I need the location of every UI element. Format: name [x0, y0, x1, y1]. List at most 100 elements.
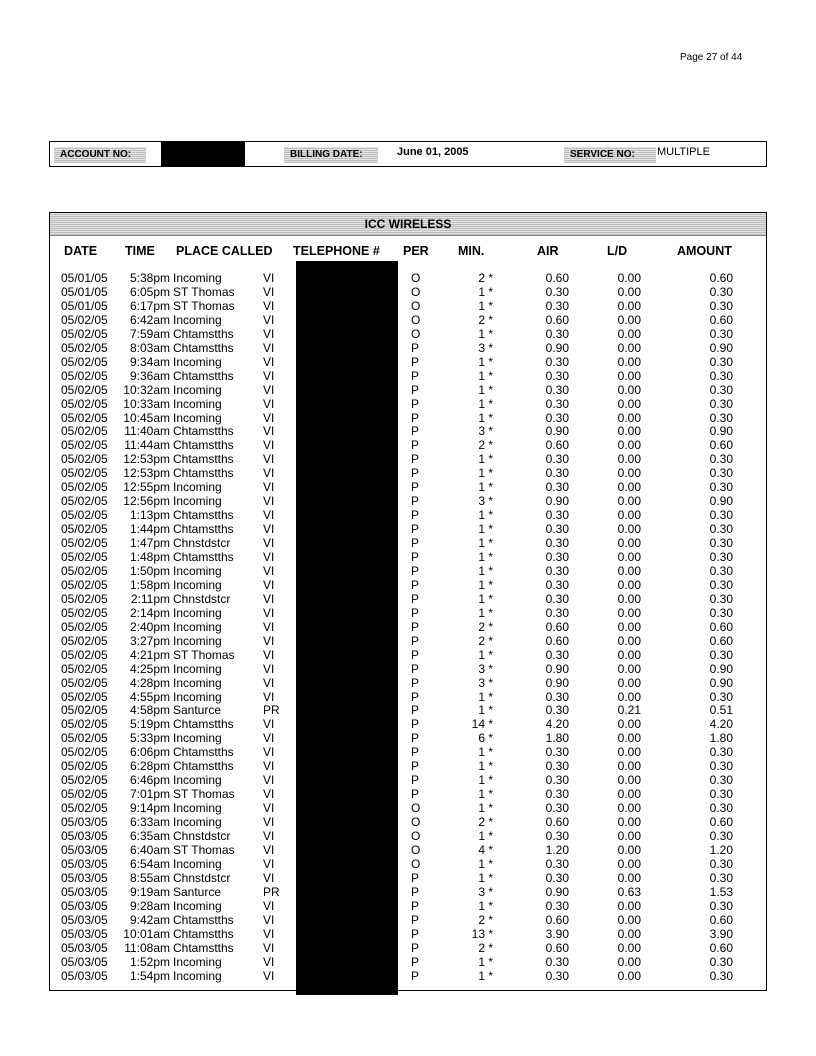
cell-air: 0.30	[545, 898, 569, 913]
cell-date: 05/02/05	[61, 801, 108, 816]
cell-place: Incoming	[173, 312, 222, 327]
cell-state: VI	[263, 954, 275, 969]
cell-date: 05/02/05	[61, 633, 108, 648]
cell-min: 3 *	[478, 424, 493, 439]
cell-amount: 0.90	[709, 661, 733, 676]
cell-state: VI	[263, 856, 275, 871]
cell-air: 0.30	[545, 563, 569, 578]
cell-per: P	[411, 703, 420, 718]
cell-place: Incoming	[173, 815, 222, 830]
cell-per: P	[411, 591, 420, 606]
cell-per: P	[411, 536, 420, 551]
cell-per: P	[411, 563, 420, 578]
cell-place: Incoming	[173, 396, 222, 411]
cell-ld: 0.00	[617, 563, 641, 578]
cell-amount: 0.60	[709, 438, 733, 453]
cell-per: P	[411, 912, 420, 927]
col-place-called: PLACE CALLED	[176, 244, 273, 258]
cell-air: 0.30	[545, 856, 569, 871]
cell-state: VI	[263, 605, 275, 620]
cell-air: 0.30	[545, 382, 569, 397]
cell-min: 1 *	[478, 563, 493, 578]
cell-ld: 0.00	[617, 396, 641, 411]
cell-per: P	[411, 926, 420, 941]
cell-time: 9:14pm	[129, 801, 170, 816]
cell-amount: 0.30	[709, 563, 733, 578]
cell-date: 05/02/05	[61, 424, 108, 439]
cell-ld: 0.00	[617, 452, 641, 467]
cell-place: Chtamstths	[173, 550, 234, 564]
cell-amount: 0.30	[709, 536, 733, 551]
cell-place: Incoming	[173, 410, 222, 425]
cell-time: 6:06pm	[129, 745, 170, 760]
table-row: 05/02/05 1:44pm Chtamstths VI P 1 * 0.30 0.00 0.…	[0, 522, 816, 536]
cell-time: 9:28am	[129, 898, 170, 913]
cell-air: 0.30	[545, 577, 569, 592]
cell-ld: 0.00	[617, 912, 641, 927]
cell-air: 0.60	[545, 633, 569, 648]
cell-amount: 0.90	[709, 494, 733, 509]
cell-air: 0.60	[545, 312, 569, 327]
cell-state: VI	[263, 829, 275, 843]
cell-ld: 0.00	[617, 298, 641, 313]
cell-date: 05/02/05	[61, 577, 108, 592]
cell-ld: 0.00	[617, 954, 641, 969]
cell-date: 05/02/05	[61, 396, 108, 411]
table-row: 05/02/05 2:11pm Chnstdstcr VI P 1 * 0.30 0.00 0.…	[0, 592, 816, 606]
cell-time: 1:50pm	[129, 563, 170, 578]
cell-date: 05/03/05	[61, 940, 108, 955]
cell-min: 4 *	[478, 842, 493, 857]
cell-date: 05/02/05	[61, 745, 108, 760]
cell-state: VI	[263, 312, 275, 327]
cell-per: P	[411, 619, 420, 634]
table-row: 05/02/05 5:33pm Incoming VI P 6 * 1.80 0.00 1.80	[0, 731, 816, 745]
cell-per: P	[411, 550, 420, 564]
service-no-label: SERVICE NO:	[564, 147, 656, 163]
cell-ld: 0.00	[617, 368, 641, 383]
cell-ld: 0.00	[617, 438, 641, 453]
cell-per: P	[411, 410, 420, 425]
cell-amount: 1.53	[709, 884, 733, 899]
cell-time: 9:19am	[129, 884, 170, 899]
cell-state: VI	[263, 745, 275, 760]
cell-min: 3 *	[478, 675, 493, 690]
table-row: 05/02/05 4:28pm Incoming VI P 3 * 0.90 0.00 0.90	[0, 676, 816, 690]
telephone-redaction	[296, 261, 398, 995]
cell-place: Incoming	[173, 480, 222, 495]
cell-min: 1 *	[478, 787, 493, 802]
cell-state: VI	[263, 912, 275, 927]
cell-place: Incoming	[173, 675, 222, 690]
cell-min: 1 *	[478, 605, 493, 620]
cell-amount: 0.30	[709, 954, 733, 969]
cell-min: 1 *	[478, 829, 493, 843]
cell-amount: 0.30	[709, 396, 733, 411]
cell-amount: 0.30	[709, 773, 733, 788]
cell-state: VI	[263, 563, 275, 578]
col-telephone: TELEPHONE #	[293, 244, 380, 258]
cell-min: 1 *	[478, 898, 493, 913]
cell-min: 1 *	[478, 856, 493, 871]
cell-min: 1 *	[478, 703, 493, 718]
cell-per: O	[411, 815, 421, 830]
cell-time: 5:19pm	[129, 717, 170, 732]
cell-amount: 0.30	[709, 284, 733, 299]
cell-amount: 0.60	[709, 633, 733, 648]
cell-ld: 0.00	[617, 271, 641, 285]
cell-min: 1 *	[478, 480, 493, 495]
cell-date: 05/02/05	[61, 689, 108, 704]
cell-air: 0.30	[545, 522, 569, 537]
cell-date: 05/02/05	[61, 563, 108, 578]
cell-time: 4:55pm	[129, 689, 170, 704]
cell-time: 10:01am	[123, 926, 170, 941]
cell-ld: 0.00	[617, 940, 641, 955]
cell-state: VI	[263, 717, 275, 732]
account-no-label: ACCOUNT NO:	[54, 147, 146, 163]
cell-time: 12:55pm	[123, 480, 170, 495]
cell-state: VI	[263, 396, 275, 411]
cell-state: VI	[263, 619, 275, 634]
cell-time: 11:08am	[124, 940, 170, 955]
cell-state: VI	[263, 298, 275, 313]
cell-time: 1:52pm	[129, 954, 170, 969]
cell-state: VI	[263, 842, 275, 857]
cell-air: 0.30	[545, 745, 569, 760]
